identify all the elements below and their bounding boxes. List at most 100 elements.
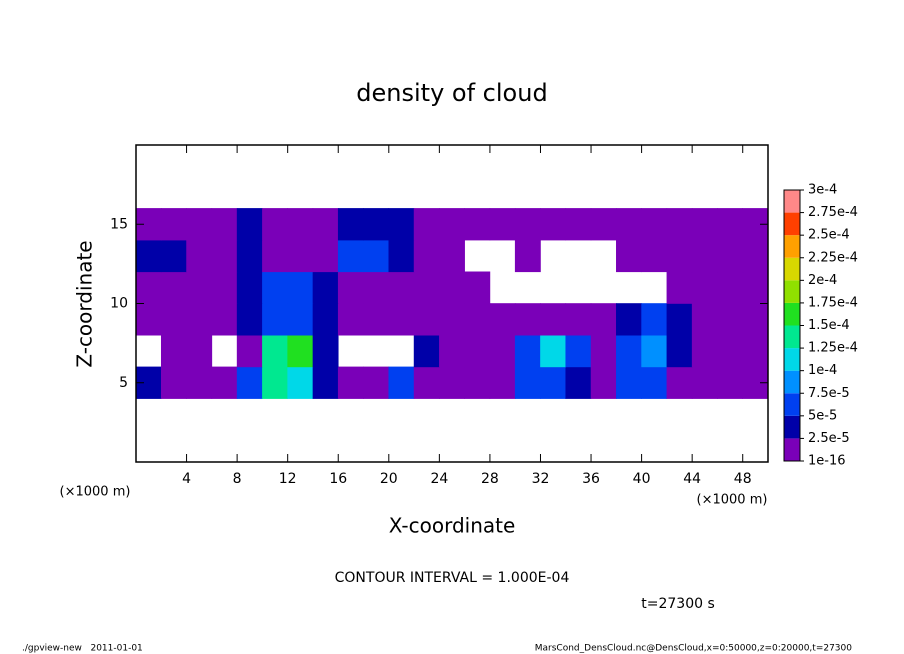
cell xyxy=(236,366,263,399)
cell xyxy=(565,366,592,399)
cell xyxy=(236,271,263,304)
x-axis-label: X-coordinate xyxy=(389,514,516,538)
cell xyxy=(160,208,187,241)
footer-right: MarsCond_DensCloud.nc@DensCloud,x=0:5000… xyxy=(535,644,852,654)
x-tick-label: 28 xyxy=(481,471,499,487)
cell xyxy=(540,303,567,336)
cell xyxy=(616,334,642,368)
cell xyxy=(489,303,516,336)
colorbar-swatch xyxy=(784,280,800,303)
cell xyxy=(262,334,288,368)
cell xyxy=(312,366,339,399)
cell xyxy=(413,366,440,399)
cell xyxy=(211,271,238,304)
cell xyxy=(413,239,440,273)
cell xyxy=(388,303,415,336)
cell xyxy=(312,271,339,304)
colorbar-label: 2.75e-4 xyxy=(808,205,858,220)
cell xyxy=(641,208,668,241)
cell xyxy=(742,303,769,336)
x-tick-label: 16 xyxy=(329,471,347,487)
cell xyxy=(717,303,744,336)
cell xyxy=(236,239,263,273)
cell xyxy=(641,366,668,399)
colorbar-label: 7.5e-5 xyxy=(808,386,850,401)
cell xyxy=(186,239,213,273)
cell xyxy=(388,208,415,241)
cell xyxy=(236,303,263,336)
cell xyxy=(135,303,162,336)
colorbar-swatch xyxy=(784,348,800,371)
colorbar-label: 2.5e-5 xyxy=(808,431,850,446)
colorbar-label: 2.25e-4 xyxy=(808,250,858,265)
cell xyxy=(337,366,364,399)
x-tick-label: 40 xyxy=(633,471,651,487)
cell xyxy=(464,334,491,368)
cell xyxy=(439,334,465,368)
footer-left: ./gpview-new 2011-01-01 xyxy=(22,644,143,654)
cell xyxy=(186,366,213,399)
cell xyxy=(666,208,693,241)
cell xyxy=(540,334,567,368)
cell xyxy=(363,239,390,273)
x-tick-label: 12 xyxy=(279,471,297,487)
cell xyxy=(236,334,263,368)
cell xyxy=(742,239,769,273)
cell xyxy=(262,271,288,304)
colorbar-label: 1.5e-4 xyxy=(808,318,850,333)
cell xyxy=(287,239,314,273)
cell xyxy=(691,303,718,336)
cell xyxy=(565,334,592,368)
colorbar-label: 1e-16 xyxy=(808,454,846,469)
x-tick-label: 8 xyxy=(233,471,242,487)
colorbar-swatch xyxy=(784,235,800,258)
cell xyxy=(565,303,592,336)
cell xyxy=(287,366,314,399)
cell xyxy=(160,239,187,273)
cell xyxy=(160,303,187,336)
cell xyxy=(717,208,744,241)
cell xyxy=(439,208,465,241)
colorbar-label: 3e-4 xyxy=(808,183,837,198)
colorbar-label: 5e-5 xyxy=(808,408,837,423)
cell xyxy=(439,271,465,304)
cell xyxy=(590,366,617,399)
cell xyxy=(691,271,718,304)
cell xyxy=(666,334,693,368)
x-tick-label: 4 xyxy=(182,471,191,487)
cell xyxy=(262,366,288,399)
cell xyxy=(666,271,693,304)
cell xyxy=(616,366,642,399)
cell xyxy=(540,208,567,241)
cell xyxy=(186,271,213,304)
cell xyxy=(691,239,718,273)
cell xyxy=(413,271,440,304)
colorbar-swatch xyxy=(784,393,800,416)
colorbar-swatch xyxy=(784,212,800,236)
cell xyxy=(616,208,642,241)
cell xyxy=(160,271,187,304)
contour-note: CONTOUR INTERVAL = 1.000E-04 xyxy=(335,570,570,586)
colorbar-swatch xyxy=(784,370,800,394)
cell xyxy=(337,303,364,336)
cell xyxy=(464,366,491,399)
cell xyxy=(540,366,567,399)
cell xyxy=(565,208,592,241)
cell xyxy=(691,208,718,241)
cell xyxy=(666,303,693,336)
cell xyxy=(388,239,415,273)
cell xyxy=(489,366,516,399)
cell xyxy=(717,271,744,304)
cell xyxy=(287,303,314,336)
cell xyxy=(413,208,440,241)
colorbar-label: 1e-4 xyxy=(808,363,837,378)
cell xyxy=(186,334,213,368)
cell xyxy=(641,239,668,273)
cell xyxy=(135,271,162,304)
x-tick-label: 36 xyxy=(582,471,600,487)
x-tick-label: 32 xyxy=(532,471,550,487)
cell xyxy=(211,208,238,241)
cell xyxy=(337,208,364,241)
cell xyxy=(388,366,415,399)
